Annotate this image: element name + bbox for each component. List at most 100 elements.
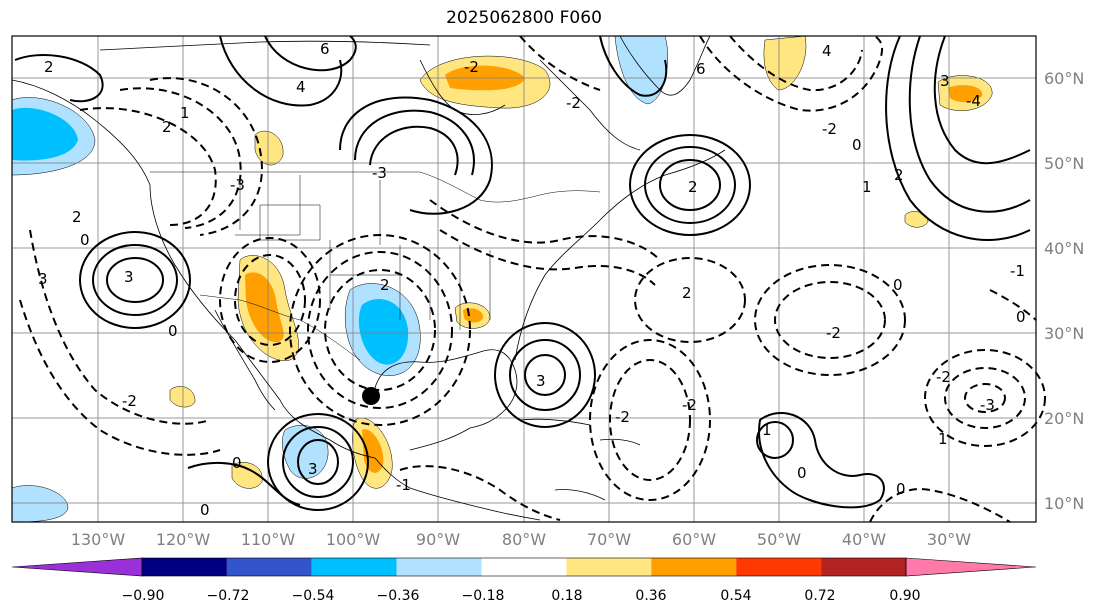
contour-negative [324, 269, 436, 391]
contour-negative [399, 465, 561, 521]
contour-label: -4 [966, 92, 981, 110]
coastlines [11, 35, 726, 521]
gulf-coast [374, 349, 518, 451]
lat-axis-labels: 60°N 50°N 40°N 30°N 20°N 10°N [1044, 69, 1084, 513]
shade-negative-strong [12, 107, 78, 161]
contour-label: -3 [372, 164, 387, 182]
contour-negative [754, 264, 906, 376]
contour-negative [989, 289, 1037, 321]
contour-positive [106, 257, 164, 303]
shade-positive [904, 211, 929, 228]
map-title: 2025062800 F060 [446, 8, 602, 28]
shade-positive [254, 130, 284, 166]
contour-label: 3 [38, 270, 48, 288]
contour-negative [289, 234, 471, 426]
colorbar-segment [481, 558, 567, 576]
contours [14, 35, 1031, 511]
colorbar-tick-label: −0.18 [462, 588, 505, 604]
contour-label: -2 [464, 58, 479, 76]
point-marker [362, 387, 380, 405]
colorbar-segment [566, 558, 652, 576]
contour-label: 2 [162, 118, 172, 136]
contours-dashed [19, 35, 1046, 523]
contour-positive [187, 461, 301, 506]
contour-negative [307, 251, 453, 409]
gridlines [12, 36, 1036, 522]
contour-negative [729, 35, 863, 92]
colorbar-tick-label: −0.54 [292, 588, 335, 604]
contour-negative [774, 281, 886, 359]
colorbar-extend-high [905, 557, 1037, 577]
lon-label: 90°W [416, 530, 460, 549]
shading-layer [11, 35, 993, 523]
contour-label: -2 [682, 396, 697, 414]
contour-negative [119, 87, 242, 229]
plot-area: 3 2 1 4 6 -2 2 -3 0 2 3 0 -2 0 3 -1 0 3 … [11, 35, 1046, 523]
shade-positive-strong [948, 85, 983, 103]
lat-label: 50°N [1044, 154, 1084, 173]
lon-label: 130°W [71, 530, 126, 549]
contour-positive [599, 35, 668, 97]
lat-label: 10°N [1044, 494, 1084, 513]
contour-negative [439, 229, 656, 286]
contour-label: 6 [696, 60, 706, 78]
lat-label: 20°N [1044, 409, 1084, 428]
colorbar-tick-label: 0.36 [635, 588, 666, 604]
lat-label: 60°N [1044, 69, 1084, 88]
lat-label: 30°N [1044, 324, 1084, 343]
contour-negative [19, 299, 221, 456]
contour-positive [14, 54, 104, 103]
lon-label: 70°W [587, 530, 631, 549]
us-canada-border [150, 171, 601, 203]
lon-label: 50°W [757, 530, 801, 549]
contour-label: 0 [896, 480, 906, 498]
contour-label: -2 [822, 120, 837, 138]
colorbar-segment [226, 558, 312, 576]
lon-axis-labels: 130°W 120°W 110°W 100°W 90°W 80°W 70°W 6… [71, 530, 971, 549]
contour-positive [494, 322, 596, 428]
contour-label: 6 [320, 40, 330, 58]
lat-label: 40°N [1044, 239, 1084, 258]
contour-label: -1 [396, 476, 411, 494]
colorbar-tick-labels: −0.90 −0.72 −0.54 −0.36 −0.18 0.18 0.36 … [122, 588, 921, 604]
contour-label: 0 [1016, 308, 1026, 326]
contour-negative [219, 237, 321, 363]
contour-negative [924, 349, 1046, 447]
canada-arctic [99, 40, 641, 151]
contour-label: 2 [682, 284, 692, 302]
colorbar-tick-label: 0.72 [804, 588, 835, 604]
contour-label: 0 [80, 231, 90, 249]
shade-negative-strong [358, 298, 409, 365]
contour-negative [234, 254, 306, 346]
colorbar-segment [736, 558, 822, 576]
contour-label: -3 [230, 176, 245, 194]
contour-label: 2 [72, 208, 82, 226]
greenland-coast [619, 35, 711, 96]
colorbar-tick-label: −0.36 [377, 588, 420, 604]
contour-negative [634, 257, 746, 343]
contour-positive [524, 354, 566, 396]
contour-negative [869, 488, 1011, 523]
colorbar-segment [142, 558, 227, 576]
contour-label: 4 [822, 42, 832, 60]
contour-label: 1 [938, 430, 948, 448]
contour-label: -1 [1010, 262, 1025, 280]
colorbar-frame [141, 557, 907, 577]
plot-frame [11, 35, 1037, 523]
contour-label: 3 [124, 268, 134, 286]
colorbar-tick-label: −0.72 [207, 588, 250, 604]
shade-positive [763, 35, 807, 91]
contour-positive [758, 411, 885, 509]
colorbar-tick-label: −0.90 [122, 588, 165, 604]
us-mexico-border [199, 294, 361, 361]
contour-label: -2 [615, 408, 630, 426]
colorbar-segment [821, 558, 906, 576]
contour-positive [264, 35, 357, 72]
contour-label: 3 [536, 372, 546, 390]
contour-negative [429, 199, 661, 261]
contour-positive [629, 134, 751, 236]
contour-negative [699, 35, 884, 112]
contour-positive [933, 35, 1031, 165]
contour-label: 0 [893, 276, 903, 294]
contour-negative [589, 339, 711, 501]
